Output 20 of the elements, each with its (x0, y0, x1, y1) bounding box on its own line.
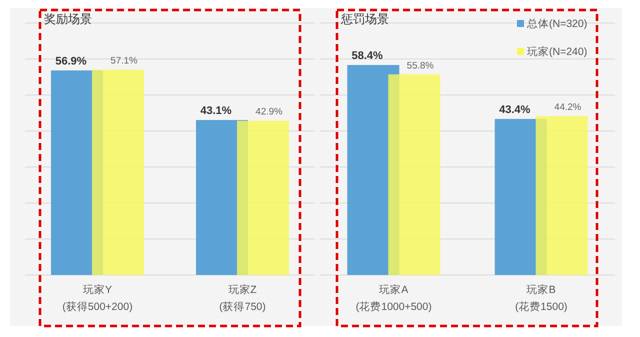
data-label: 44.2% (554, 102, 582, 114)
bar (536, 116, 588, 275)
chart-title: 惩罚场景 (340, 12, 389, 26)
x-tick-label: 玩家Z (获得750) (219, 283, 266, 313)
bar (92, 70, 144, 275)
data-label: 58.4% (352, 50, 384, 62)
data-label: 42.9% (256, 106, 284, 118)
data-label: 43.1% (200, 105, 232, 118)
legend-label: 玩家(N=240) (527, 45, 588, 58)
bar (388, 74, 440, 275)
bar (237, 120, 289, 275)
data-label: 55.8% (406, 60, 434, 72)
data-label: 43.4% (499, 104, 531, 116)
x-tick-label: 玩家Y (获得500+200) (62, 283, 133, 313)
data-label: 56.9% (55, 55, 87, 68)
chart-title: 奖励场景 (44, 12, 92, 26)
x-tick-label: 玩家A (花费1000+500) (356, 283, 432, 313)
x-tick-label: 玩家B (花费1500) (515, 283, 568, 313)
legend-label: 总体(N=320) (526, 17, 588, 30)
data-label: 57.1% (110, 56, 138, 67)
